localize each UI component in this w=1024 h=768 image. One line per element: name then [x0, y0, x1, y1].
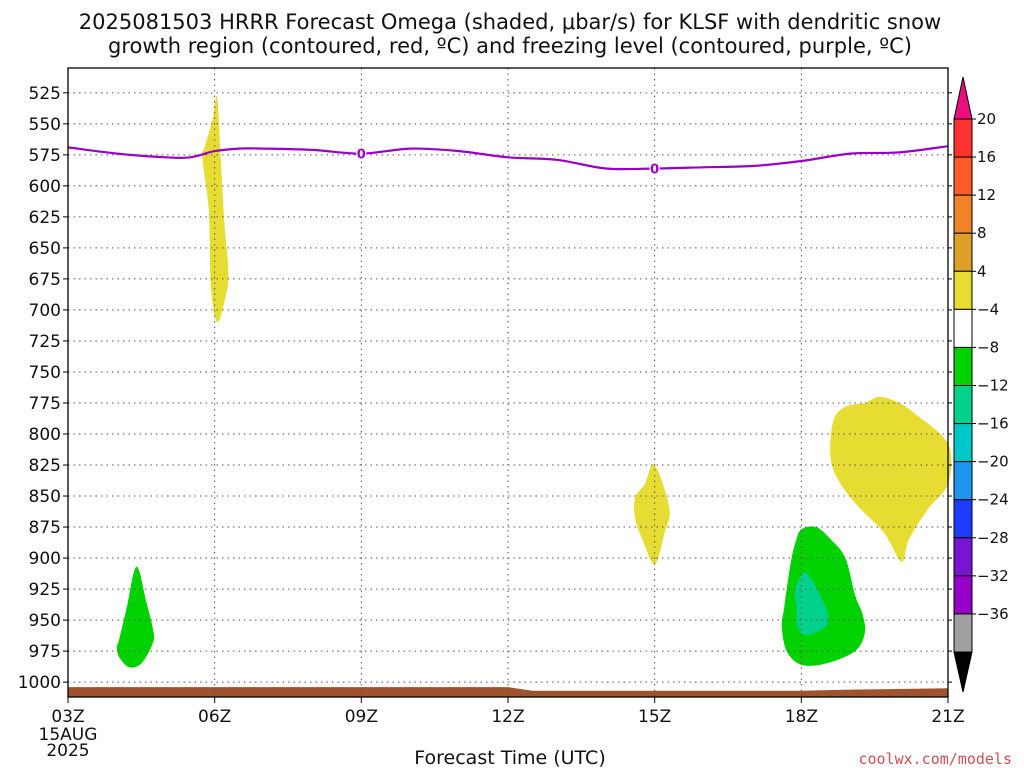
x-tick-label: 09Z	[345, 707, 378, 727]
y-tick-label: 1000	[18, 673, 61, 693]
colorbar-label: 12	[977, 186, 996, 204]
chart-title-line2: growth region (contoured, red, ºC) and f…	[108, 34, 912, 58]
x-tick-label: 12Z	[491, 707, 524, 727]
y-tick-label: 800	[29, 425, 61, 445]
colorbar-label: −24	[977, 491, 1009, 509]
y-tick-label: 950	[29, 611, 61, 631]
y-tick-label: 875	[29, 518, 61, 538]
y-tick-label: 900	[29, 549, 61, 569]
freezing-level-line	[67, 145, 949, 171]
y-tick-label: 550	[29, 115, 61, 135]
x-tick-label: 21Z	[931, 707, 964, 727]
x-date-label: 2025	[46, 741, 89, 761]
omega-region-0	[202, 95, 229, 323]
colorbar-label: 4	[977, 262, 987, 280]
colorbar-segment	[953, 613, 973, 653]
y-tick-label: 600	[29, 177, 61, 197]
omega-region-5	[830, 396, 952, 562]
colorbar-label: −16	[977, 415, 1009, 433]
y-tick-label: 825	[29, 456, 61, 476]
colorbar-label: −4	[977, 300, 999, 318]
colorbar-label: −8	[977, 338, 999, 356]
colorbar-label: 8	[977, 224, 987, 242]
y-tick-label: 525	[29, 84, 61, 104]
colorbar-segment	[953, 156, 973, 196]
y-tick-label: 775	[29, 394, 61, 414]
y-tick-label: 925	[29, 580, 61, 600]
colorbar-segment	[953, 499, 973, 539]
x-tick-label: 06Z	[198, 707, 231, 727]
colorbar-segment	[953, 346, 973, 386]
y-tick-label: 750	[29, 363, 61, 383]
colorbar-segment	[953, 385, 973, 425]
ground-surface	[68, 687, 948, 697]
colorbar-segment	[953, 461, 973, 501]
omega-region-4	[794, 572, 829, 635]
colorbar-top-arrow	[953, 76, 973, 120]
colorbar-label: −32	[977, 567, 1009, 585]
x-date-label: 15AUG	[39, 725, 98, 745]
chart-title-line1: 2025081503 HRRR Forecast Omega (shaded, …	[79, 10, 941, 34]
colorbar-segment	[953, 308, 973, 348]
y-tick-label: 675	[29, 270, 61, 290]
colorbar-label: 20	[977, 110, 996, 128]
colorbar-segment	[953, 575, 973, 615]
colorbar-bottom-arrow	[953, 651, 973, 693]
colorbar-label: −36	[977, 605, 1009, 623]
colorbar-label: 16	[977, 148, 996, 166]
x-tick-label: 18Z	[785, 707, 818, 727]
colorbar-segment	[953, 194, 973, 234]
y-tick-label: 975	[29, 642, 61, 662]
x-tick-label: 15Z	[638, 707, 671, 727]
x-tick-label: 03Z	[51, 707, 84, 727]
plot-area: 0 0 525 550 575 600 625 650 675 700 725 750 775 800 82…	[18, 67, 965, 761]
y-tick-label: 700	[29, 301, 61, 321]
omega-region-3	[781, 526, 866, 666]
freezing-level-label-bg	[356, 145, 367, 162]
colorbar-label: −12	[977, 377, 1009, 395]
colorbar-label: −20	[977, 453, 1009, 471]
colorbar-segment	[953, 537, 973, 577]
freezing-level-label-bg	[649, 160, 660, 177]
omega-region-2	[634, 464, 670, 565]
colorbar-segment	[953, 232, 973, 272]
y-tick-label: 850	[29, 487, 61, 507]
freezing-level-label: 0	[357, 148, 366, 163]
x-axis-label: Forecast Time (UTC)	[414, 747, 605, 768]
y-tick-label: 725	[29, 332, 61, 352]
colorbar-segment	[953, 270, 973, 310]
omega-region-1	[116, 566, 155, 668]
y-tick-label: 650	[29, 239, 61, 259]
colorbar-segment	[953, 118, 973, 158]
colorbar: 20 16 12 8 4 −4 −8 −12 −16 −20 −24 −28 −32 −36	[953, 76, 1009, 693]
credit-text[interactable]: coolwx.com/models	[858, 750, 1012, 768]
y-tick-label: 575	[29, 146, 61, 166]
colorbar-segment	[953, 423, 973, 463]
colorbar-label: −28	[977, 529, 1009, 547]
y-tick-label: 625	[29, 208, 61, 228]
freezing-level-label: 0	[650, 162, 659, 177]
